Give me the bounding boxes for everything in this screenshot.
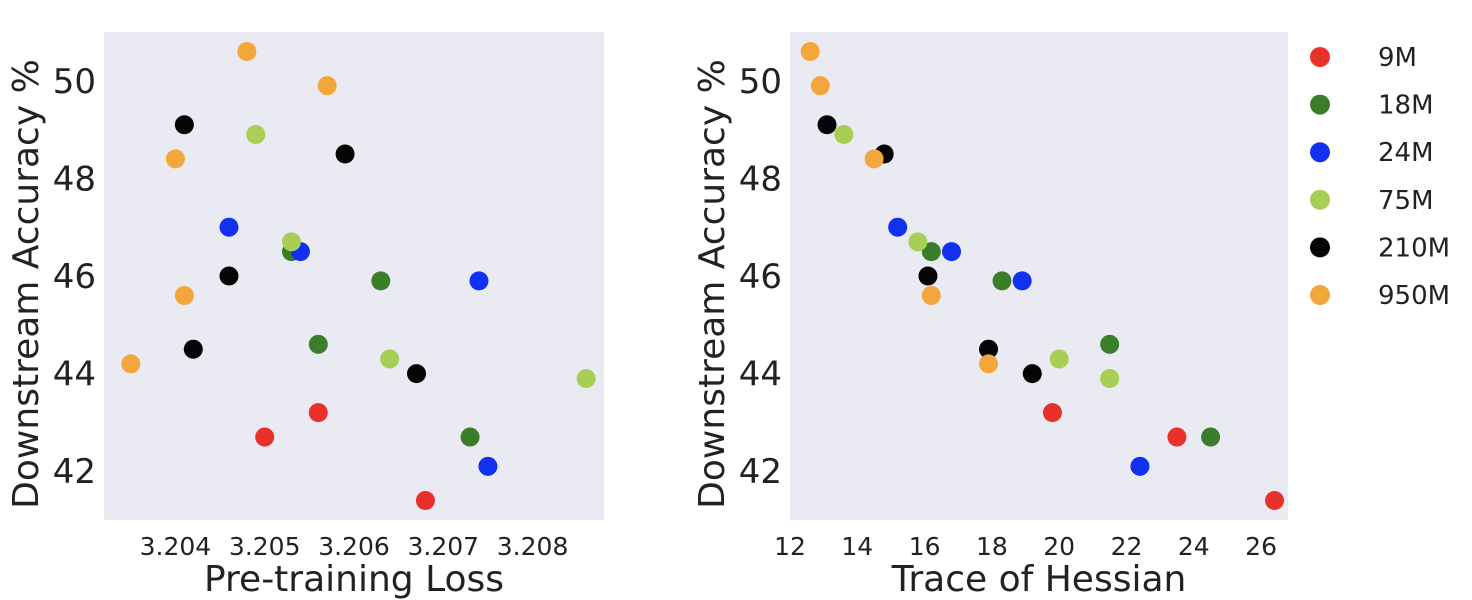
point-9M	[308, 403, 328, 423]
point-210M	[817, 115, 837, 135]
legend-marker	[1310, 142, 1330, 163]
point-950M	[317, 76, 337, 96]
point-950M	[810, 76, 830, 96]
chart-panel-2: 12 14 16 18 20 22 24 26 42 44 46 48 50 Trace of Hessi…	[692, 32, 1288, 600]
y-tick-label: 46	[739, 257, 782, 297]
legend-marker	[1310, 237, 1330, 258]
legend-label: 9M	[1378, 43, 1417, 73]
x-tick-label: 3.207	[407, 532, 479, 561]
point-24M	[219, 217, 239, 237]
legend-label: 18M	[1378, 91, 1434, 121]
x-tick-label: 26	[1245, 532, 1277, 561]
x-tick-label: 16	[909, 532, 941, 561]
x-tick-label: 18	[976, 532, 1008, 561]
point-75M	[246, 124, 266, 144]
point-9M	[415, 490, 435, 510]
point-9M	[255, 427, 275, 447]
point-950M	[174, 286, 194, 306]
point-9M	[1042, 403, 1062, 423]
legend-label: 210M	[1378, 233, 1450, 263]
x-tick-label: 20	[1043, 532, 1075, 561]
y-tick-label: 48	[53, 159, 96, 199]
legend-marker	[1310, 285, 1330, 305]
point-24M	[1130, 456, 1150, 476]
point-75M	[380, 349, 400, 369]
y-tick-label: 50	[53, 62, 96, 102]
point-24M	[478, 456, 498, 476]
point-75M	[1049, 349, 1069, 369]
point-950M	[121, 354, 141, 374]
point-210M	[219, 266, 239, 286]
x-axis-label: Trace of Hessian	[891, 559, 1187, 600]
point-210M	[918, 266, 938, 286]
chart-panel-1: 3.204 3.205 3.206 3.207 3.208 42 44 46 48 50 Pre-t…	[6, 32, 604, 600]
point-24M	[469, 271, 489, 291]
x-tick-label: 3.206	[318, 532, 390, 561]
point-9M	[1265, 490, 1285, 510]
point-950M	[165, 149, 185, 169]
y-tick-label: 50	[739, 62, 782, 102]
point-950M	[979, 354, 999, 374]
point-9M	[1167, 427, 1187, 447]
point-75M	[834, 124, 854, 144]
point-18M	[992, 271, 1012, 291]
legend-marker	[1310, 94, 1330, 115]
x-tick-label: 3.204	[140, 532, 212, 561]
y-axis-label: Downstream Accuracy %	[6, 59, 47, 509]
point-950M	[864, 149, 884, 169]
point-210M	[407, 364, 426, 384]
x-tick-label: 14	[841, 532, 873, 561]
point-210M	[1022, 364, 1042, 384]
point-210M	[979, 339, 999, 359]
x-tick-label: 22	[1111, 532, 1143, 561]
point-75M	[576, 368, 596, 388]
x-tick-label: 12	[774, 532, 806, 561]
point-210M	[335, 144, 355, 164]
y-tick-label: 44	[53, 355, 96, 395]
x-axis-label: Pre-training Loss	[204, 559, 504, 600]
x-tick-label: 3.208	[497, 532, 569, 561]
legend-marker	[1310, 189, 1330, 210]
point-950M	[800, 42, 820, 62]
point-24M	[888, 217, 908, 237]
legend-label: 950M	[1378, 281, 1450, 311]
x-tick-label: 3.205	[229, 532, 301, 561]
point-950M	[237, 42, 257, 62]
point-24M	[942, 242, 962, 262]
y-tick-label: 48	[739, 159, 782, 199]
point-75M	[908, 232, 928, 252]
y-tick-label: 42	[739, 452, 782, 492]
point-18M	[308, 334, 328, 354]
legend-label: 75M	[1378, 186, 1434, 216]
point-18M	[1100, 334, 1120, 354]
point-950M	[921, 286, 941, 306]
point-18M	[921, 242, 941, 262]
x-tick-label: 24	[1178, 532, 1210, 561]
point-75M	[282, 232, 301, 252]
plot-area	[104, 32, 604, 520]
point-75M	[1100, 368, 1120, 388]
y-tick-label: 44	[739, 355, 782, 395]
point-210M	[183, 339, 203, 359]
point-18M	[1201, 427, 1221, 447]
legend-label: 24M	[1378, 138, 1434, 168]
point-210M	[174, 115, 194, 135]
y-tick-label: 42	[53, 452, 96, 492]
y-axis-label: Downstream Accuracy %	[692, 59, 733, 509]
point-18M	[371, 271, 391, 291]
point-18M	[460, 427, 480, 447]
plot-area	[790, 32, 1288, 520]
point-24M	[1012, 271, 1032, 291]
y-tick-label: 46	[53, 257, 96, 297]
legend-marker	[1310, 47, 1330, 67]
legend: 9M 18M 24M 75M 210M 950M	[1310, 43, 1450, 311]
